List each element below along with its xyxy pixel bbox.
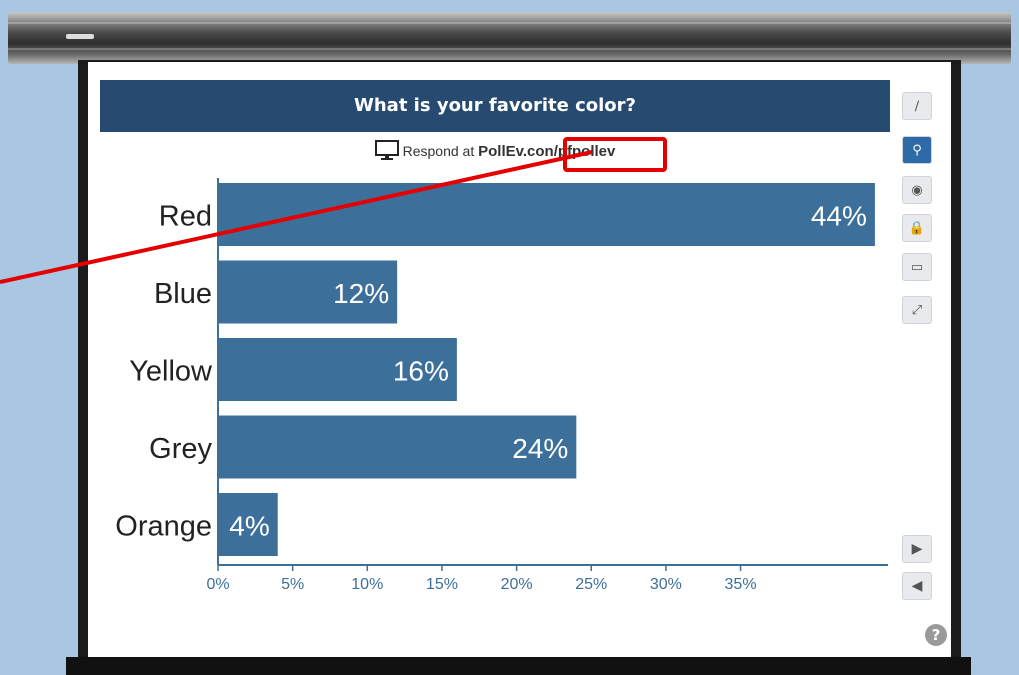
- funnel-icon: ⚲: [912, 142, 922, 158]
- respond-instructions: Respond at PollEv.con/pfpollev: [100, 140, 890, 160]
- x-tick-label: 35%: [725, 576, 757, 593]
- value-label-orange: 4%: [229, 511, 269, 542]
- x-tick-label: 5%: [281, 576, 304, 593]
- screen-bottom-bar: [66, 657, 971, 675]
- value-labels: 44% 12% 16% 24% 4%: [229, 201, 867, 542]
- category-labels: Red Blue Yellow Grey Orange: [115, 201, 213, 543]
- respond-url-part2[interactable]: n/pfpollev: [544, 143, 616, 160]
- pencil-button[interactable]: ∕: [902, 92, 932, 120]
- next-slide-button[interactable]: ▶: [902, 535, 932, 563]
- category-label-grey: Grey: [149, 433, 212, 465]
- funnel-button[interactable]: ⚲: [902, 136, 932, 164]
- projector-screen-housing: [8, 12, 1011, 64]
- respond-prefix: Respond at: [402, 143, 479, 159]
- pencil-icon: ∕: [914, 98, 920, 114]
- value-label-grey: 24%: [512, 433, 568, 464]
- housing-indicator: [66, 34, 94, 39]
- x-tick-label: 30%: [650, 576, 682, 593]
- play-icon: ▶: [911, 541, 923, 557]
- value-label-blue: 12%: [333, 278, 389, 309]
- respond-url-part1[interactable]: PollEv.co: [478, 143, 545, 160]
- lock-button[interactable]: 🔒: [902, 214, 932, 242]
- x-tick-label: 25%: [575, 576, 607, 593]
- fullscreen-icon: ⤢: [911, 302, 923, 318]
- bar-grey: [218, 415, 577, 479]
- bar-orange: [218, 493, 278, 556]
- x-axis: 0% 5% 10% 15% 20% 25% 30% 35%: [206, 178, 888, 593]
- category-label-orange: Orange: [115, 511, 212, 543]
- bar-red: [218, 183, 875, 246]
- monitor-icon: [374, 140, 399, 160]
- value-label-red: 44%: [811, 201, 867, 232]
- x-tick-label: 15%: [426, 576, 458, 593]
- help-button[interactable]: ?: [925, 624, 947, 646]
- x-tick-label: 10%: [351, 576, 383, 593]
- bar-yellow: [218, 338, 457, 401]
- question-icon: ?: [931, 626, 941, 644]
- category-label-blue: Blue: [154, 278, 212, 310]
- value-label-yellow: 16%: [393, 356, 449, 387]
- previous-slide-button[interactable]: ◀: [902, 572, 932, 600]
- back-icon: ◀: [911, 578, 923, 594]
- category-label-yellow: Yellow: [129, 356, 213, 388]
- hide-button[interactable]: ◉: [902, 176, 932, 204]
- bar-blue: [218, 260, 398, 324]
- lock-icon: 🔒: [908, 220, 926, 236]
- url-highlight-box: [563, 137, 667, 172]
- archive-icon: ▭: [910, 259, 924, 275]
- x-tick-label: 0%: [206, 576, 229, 593]
- chart-bars: [218, 183, 875, 556]
- archive-button[interactable]: ▭: [902, 253, 932, 281]
- category-label-red: Red: [159, 201, 212, 233]
- poll-title: What is your favorite color?: [100, 80, 890, 132]
- annotation-arrow-line: [0, 150, 593, 284]
- fullscreen-button[interactable]: ⤢: [902, 296, 932, 324]
- x-tick-label: 20%: [501, 576, 533, 593]
- hide-icon: ◉: [911, 182, 923, 198]
